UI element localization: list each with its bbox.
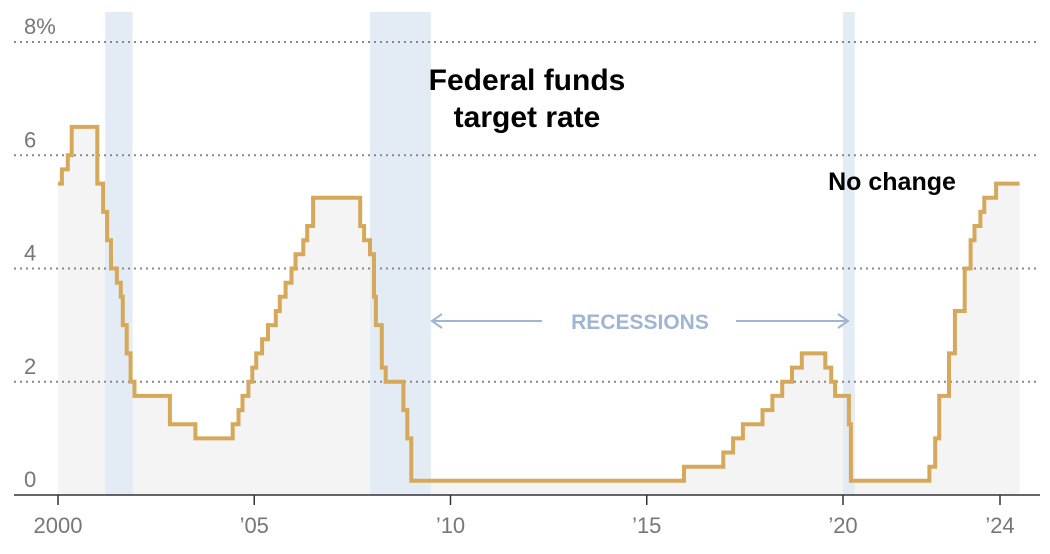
area-layer [58, 126, 1020, 496]
x-axis [14, 494, 1040, 505]
y-axis-labels: 8% 6 4 2 0 [24, 14, 56, 492]
y-tick-label-8: 8% [24, 14, 56, 39]
recession-band-3 [843, 12, 855, 495]
rate-area-fill [58, 126, 1020, 496]
y-tick-label-0: 0 [24, 467, 36, 492]
recessions-arrow-left-head [430, 313, 443, 329]
no-change-annotation: No change [828, 168, 956, 196]
x-tick-label-2020: ’20 [828, 513, 857, 538]
recessions-label: RECESSIONS [571, 311, 709, 334]
x-tick-label-2010: ’10 [436, 513, 465, 538]
x-tick-label-2015: ’15 [632, 513, 661, 538]
x-axis-labels: 2000 ’05 ’10 ’15 ’20 ’24 [34, 513, 1015, 538]
x-tick-label-2005: ’05 [240, 513, 269, 538]
x-tick-label-2024: ’24 [985, 513, 1014, 538]
rate-line [58, 124, 1020, 483]
recessions-arrow-right-head [837, 313, 850, 329]
x-tick-label-2000: 2000 [34, 513, 83, 538]
recessions-callout: RECESSIONS [430, 311, 850, 334]
rate-line-layer [58, 124, 1020, 483]
chart-title-line-2: target rate [454, 101, 601, 134]
recession-band-2 [370, 12, 431, 495]
y-tick-label-2: 2 [24, 354, 36, 379]
y-tick-label-4: 4 [24, 241, 36, 266]
y-tick-label-6: 6 [24, 127, 36, 152]
chart-title-line-1: Federal funds [429, 64, 626, 97]
